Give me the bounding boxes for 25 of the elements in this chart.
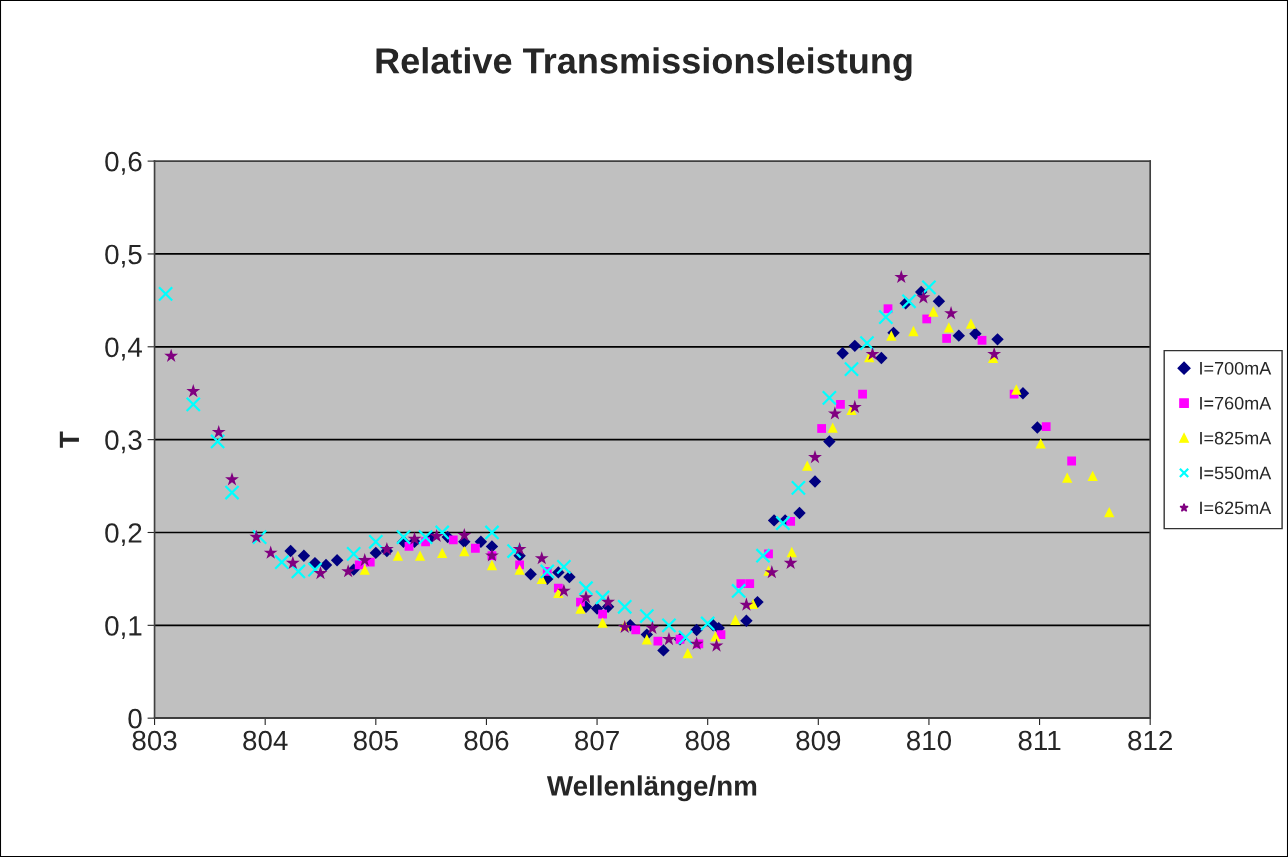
y-tick-label: 0,1 — [105, 615, 142, 639]
legend-label: I=625mA — [1200, 501, 1272, 515]
y-tick-label: 0,2 — [105, 523, 142, 547]
y-tick-label: 0,4 — [105, 337, 142, 361]
y-tick-label: 0,5 — [105, 244, 142, 268]
x-tick-label: 806 — [464, 730, 509, 751]
y-tick-label: 0,6 — [105, 151, 142, 175]
y-tick-label: 0 — [128, 708, 142, 729]
x-tick-label: 803 — [132, 730, 177, 751]
legend-label: I=700mA — [1200, 361, 1272, 375]
chart-title: Relative Transmissionsleistung — [376, 47, 912, 81]
x-tick-label: 805 — [353, 730, 398, 751]
x-tick-label: 807 — [575, 730, 619, 751]
legend-label: I=550mA — [1200, 466, 1272, 480]
x-axis-title: Wellenlänge/nm — [546, 775, 757, 802]
x-tick-label: 804 — [243, 730, 288, 751]
y-tick-label: 0,3 — [105, 430, 142, 454]
legend-label: I=760mA — [1200, 396, 1272, 410]
x-tick-label: 808 — [685, 730, 730, 751]
x-tick-label: 809 — [796, 730, 841, 751]
x-tick-label: 811 — [1018, 730, 1061, 751]
x-tick-label: 812 — [1128, 730, 1172, 751]
x-tick-label: 810 — [906, 730, 952, 751]
legend-label: I=825mA — [1200, 431, 1272, 445]
y-axis-title: T — [59, 431, 79, 448]
